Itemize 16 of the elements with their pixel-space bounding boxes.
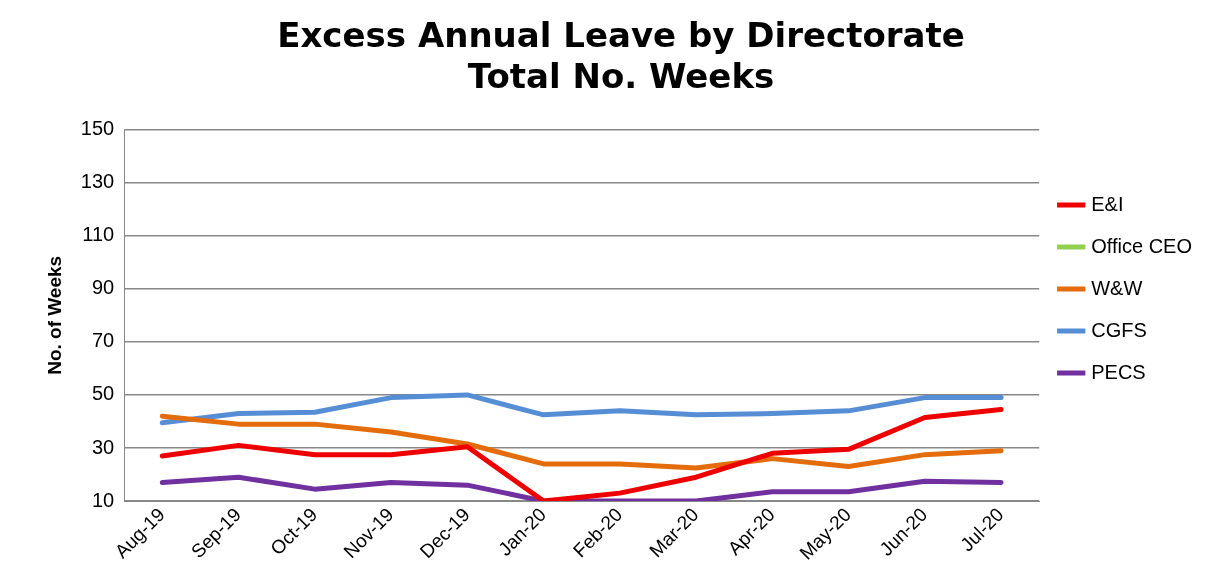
legend-label: CGFS	[1091, 318, 1147, 341]
y-tick-label: 30	[91, 435, 115, 458]
legend-label: E&I	[1091, 192, 1124, 215]
y-tick-label: 110	[82, 223, 115, 246]
chart-title: Excess Annual Leave by Directorate	[277, 15, 965, 56]
legend-label: PECS	[1091, 360, 1146, 383]
y-tick-label: 70	[91, 329, 115, 352]
y-tick-label: 10	[91, 488, 115, 511]
y-tick-label: 90	[91, 276, 115, 299]
y-axis-title: No. of Weeks	[43, 255, 65, 375]
legend-label: W&W	[1091, 276, 1143, 299]
legend-label: Office CEO	[1091, 234, 1193, 257]
y-tick-label: 150	[80, 117, 115, 140]
chart-subtitle: Total No. Weeks	[467, 56, 775, 97]
y-tick-label: 50	[91, 382, 115, 405]
y-tick-label: 130	[80, 170, 115, 193]
